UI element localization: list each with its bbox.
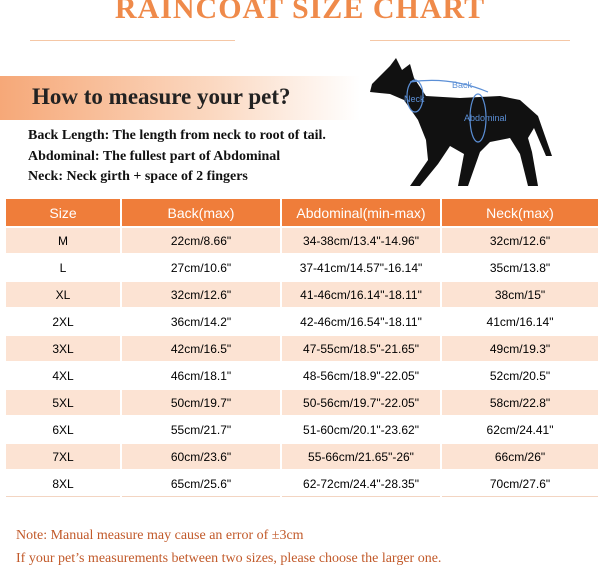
column-header: Size xyxy=(4,197,122,228)
diagram-label: Back xyxy=(452,80,473,90)
diagram-label: Abdominal xyxy=(464,113,507,123)
title: RAINCOAT SIZE CHART xyxy=(114,0,486,25)
abdominal-loop xyxy=(469,93,487,143)
dog-diagram: Back Neck Abdominal xyxy=(370,58,552,186)
table-row: XL 32cm/12.6" 41-46cm/16.14"-18.11" 38cm/15… xyxy=(4,280,600,309)
rule xyxy=(370,40,570,41)
table-cell: 41cm/16.14" xyxy=(440,307,600,336)
table-cell: 37-41cm/14.57"-16.14" xyxy=(280,253,442,282)
note: If your pet’s measurements between two s… xyxy=(16,551,442,566)
table-cell: 47-55cm/18.5"-21.65" xyxy=(280,334,442,363)
diagram-label: Neck xyxy=(404,94,425,104)
header-row: Size Back(max) Abdominal(min-max) Neck(max) xyxy=(4,197,600,228)
table-cell: 55cm/21.7" xyxy=(120,415,282,444)
size-table: Size Back(max) Abdominal(min-max) Neck(max)… xyxy=(4,197,600,497)
instruction: Back Length: The length from neck to roo… xyxy=(28,128,326,143)
instruction: Neck: Neck girth + space of 2 fingers xyxy=(28,169,248,184)
table-cell: 7XL xyxy=(4,442,122,471)
table-cell: 48-56cm/18.9"-22.05" xyxy=(280,361,442,390)
table-cell: XL xyxy=(4,280,122,309)
table-cell: 42cm/16.5" xyxy=(120,334,282,363)
table-cell: 5XL xyxy=(4,388,122,417)
table-cell: 60cm/23.6" xyxy=(120,442,282,471)
table-row: 6XL 55cm/21.7" 51-60cm/20.1"-23.62" 62cm/24… xyxy=(4,415,600,444)
table-cell: 42-46cm/16.54"-18.11" xyxy=(280,307,442,336)
table-cell: 22cm/8.66" xyxy=(120,226,282,255)
table-cell: 41-46cm/16.14"-18.11" xyxy=(280,280,442,309)
heading-band xyxy=(0,76,360,120)
table-cell: 49cm/19.3" xyxy=(440,334,600,363)
table-cell: 51-60cm/20.1"-23.62" xyxy=(280,415,442,444)
table-cell: 65cm/25.6" xyxy=(120,469,282,497)
table-cell: 3XL xyxy=(4,334,122,363)
table-cell: 46cm/18.1" xyxy=(120,361,282,390)
table-row: 4XL 46cm/18.1" 48-56cm/18.9"-22.05" 52cm/20… xyxy=(4,361,600,390)
column-header: Abdominal(min-max) xyxy=(280,197,442,228)
table-cell: 36cm/14.2" xyxy=(120,307,282,336)
table-cell: 70cm/27.6" xyxy=(440,469,600,497)
table-cell: 27cm/10.6" xyxy=(120,253,282,282)
table-cell: 32cm/12.6" xyxy=(440,226,600,255)
table-cell: L xyxy=(4,253,122,282)
table-cell: 58cm/22.8" xyxy=(440,388,600,417)
table-cell: 8XL xyxy=(4,469,122,497)
table-cell: 62-72cm/24.4"-28.35" xyxy=(280,469,442,497)
table-cell: 2XL xyxy=(4,307,122,336)
table-row: L 27cm/10.6" 37-41cm/14.57"-16.14" 35cm/13.… xyxy=(4,253,600,282)
table-row: 2XL 36cm/14.2" 42-46cm/16.54"-18.11" 41cm/1… xyxy=(4,307,600,336)
table-cell: 62cm/24.41" xyxy=(440,415,600,444)
table-cell: 4XL xyxy=(4,361,122,390)
table-row: 3XL 42cm/16.5" 47-55cm/18.5"-21.65" 49cm/19… xyxy=(4,334,600,363)
table-cell: 38cm/15" xyxy=(440,280,600,309)
table-cell: 55-66cm/21.65"-26" xyxy=(280,442,442,471)
table-cell: 50cm/19.7" xyxy=(120,388,282,417)
table-cell: 32cm/12.6" xyxy=(120,280,282,309)
table-cell: 35cm/13.8" xyxy=(440,253,600,282)
table-cell: 6XL xyxy=(4,415,122,444)
table-row: 8XL 65cm/25.6" 62-72cm/24.4"-28.35" 70cm/27… xyxy=(4,469,600,497)
table-cell: 34-38cm/13.4"-14.96" xyxy=(280,226,442,255)
rule xyxy=(30,40,235,41)
neck-loop xyxy=(406,79,424,113)
table-cell: M xyxy=(4,226,122,255)
table-row: M 22cm/8.66" 34-38cm/13.4"-14.96" 32cm/12.6… xyxy=(4,226,600,255)
dog-silhouette xyxy=(370,58,552,186)
column-header: Back(max) xyxy=(120,197,282,228)
table-row: 5XL 50cm/19.7" 50-56cm/19.7"-22.05" 58cm/22… xyxy=(4,388,600,417)
column-header: Neck(max) xyxy=(440,197,600,228)
table-cell: 66cm/26" xyxy=(440,442,600,471)
table-cell: 50-56cm/19.7"-22.05" xyxy=(280,388,442,417)
instruction: Abdominal: The fullest part of Abdominal xyxy=(28,149,281,164)
heading: How to measure your pet? xyxy=(32,84,291,109)
table-row: 7XL 60cm/23.6" 55-66cm/21.65"-26" 66cm/26" xyxy=(4,442,600,471)
note: Note: Manual measure may cause an error … xyxy=(16,528,304,543)
table-cell: 52cm/20.5" xyxy=(440,361,600,390)
